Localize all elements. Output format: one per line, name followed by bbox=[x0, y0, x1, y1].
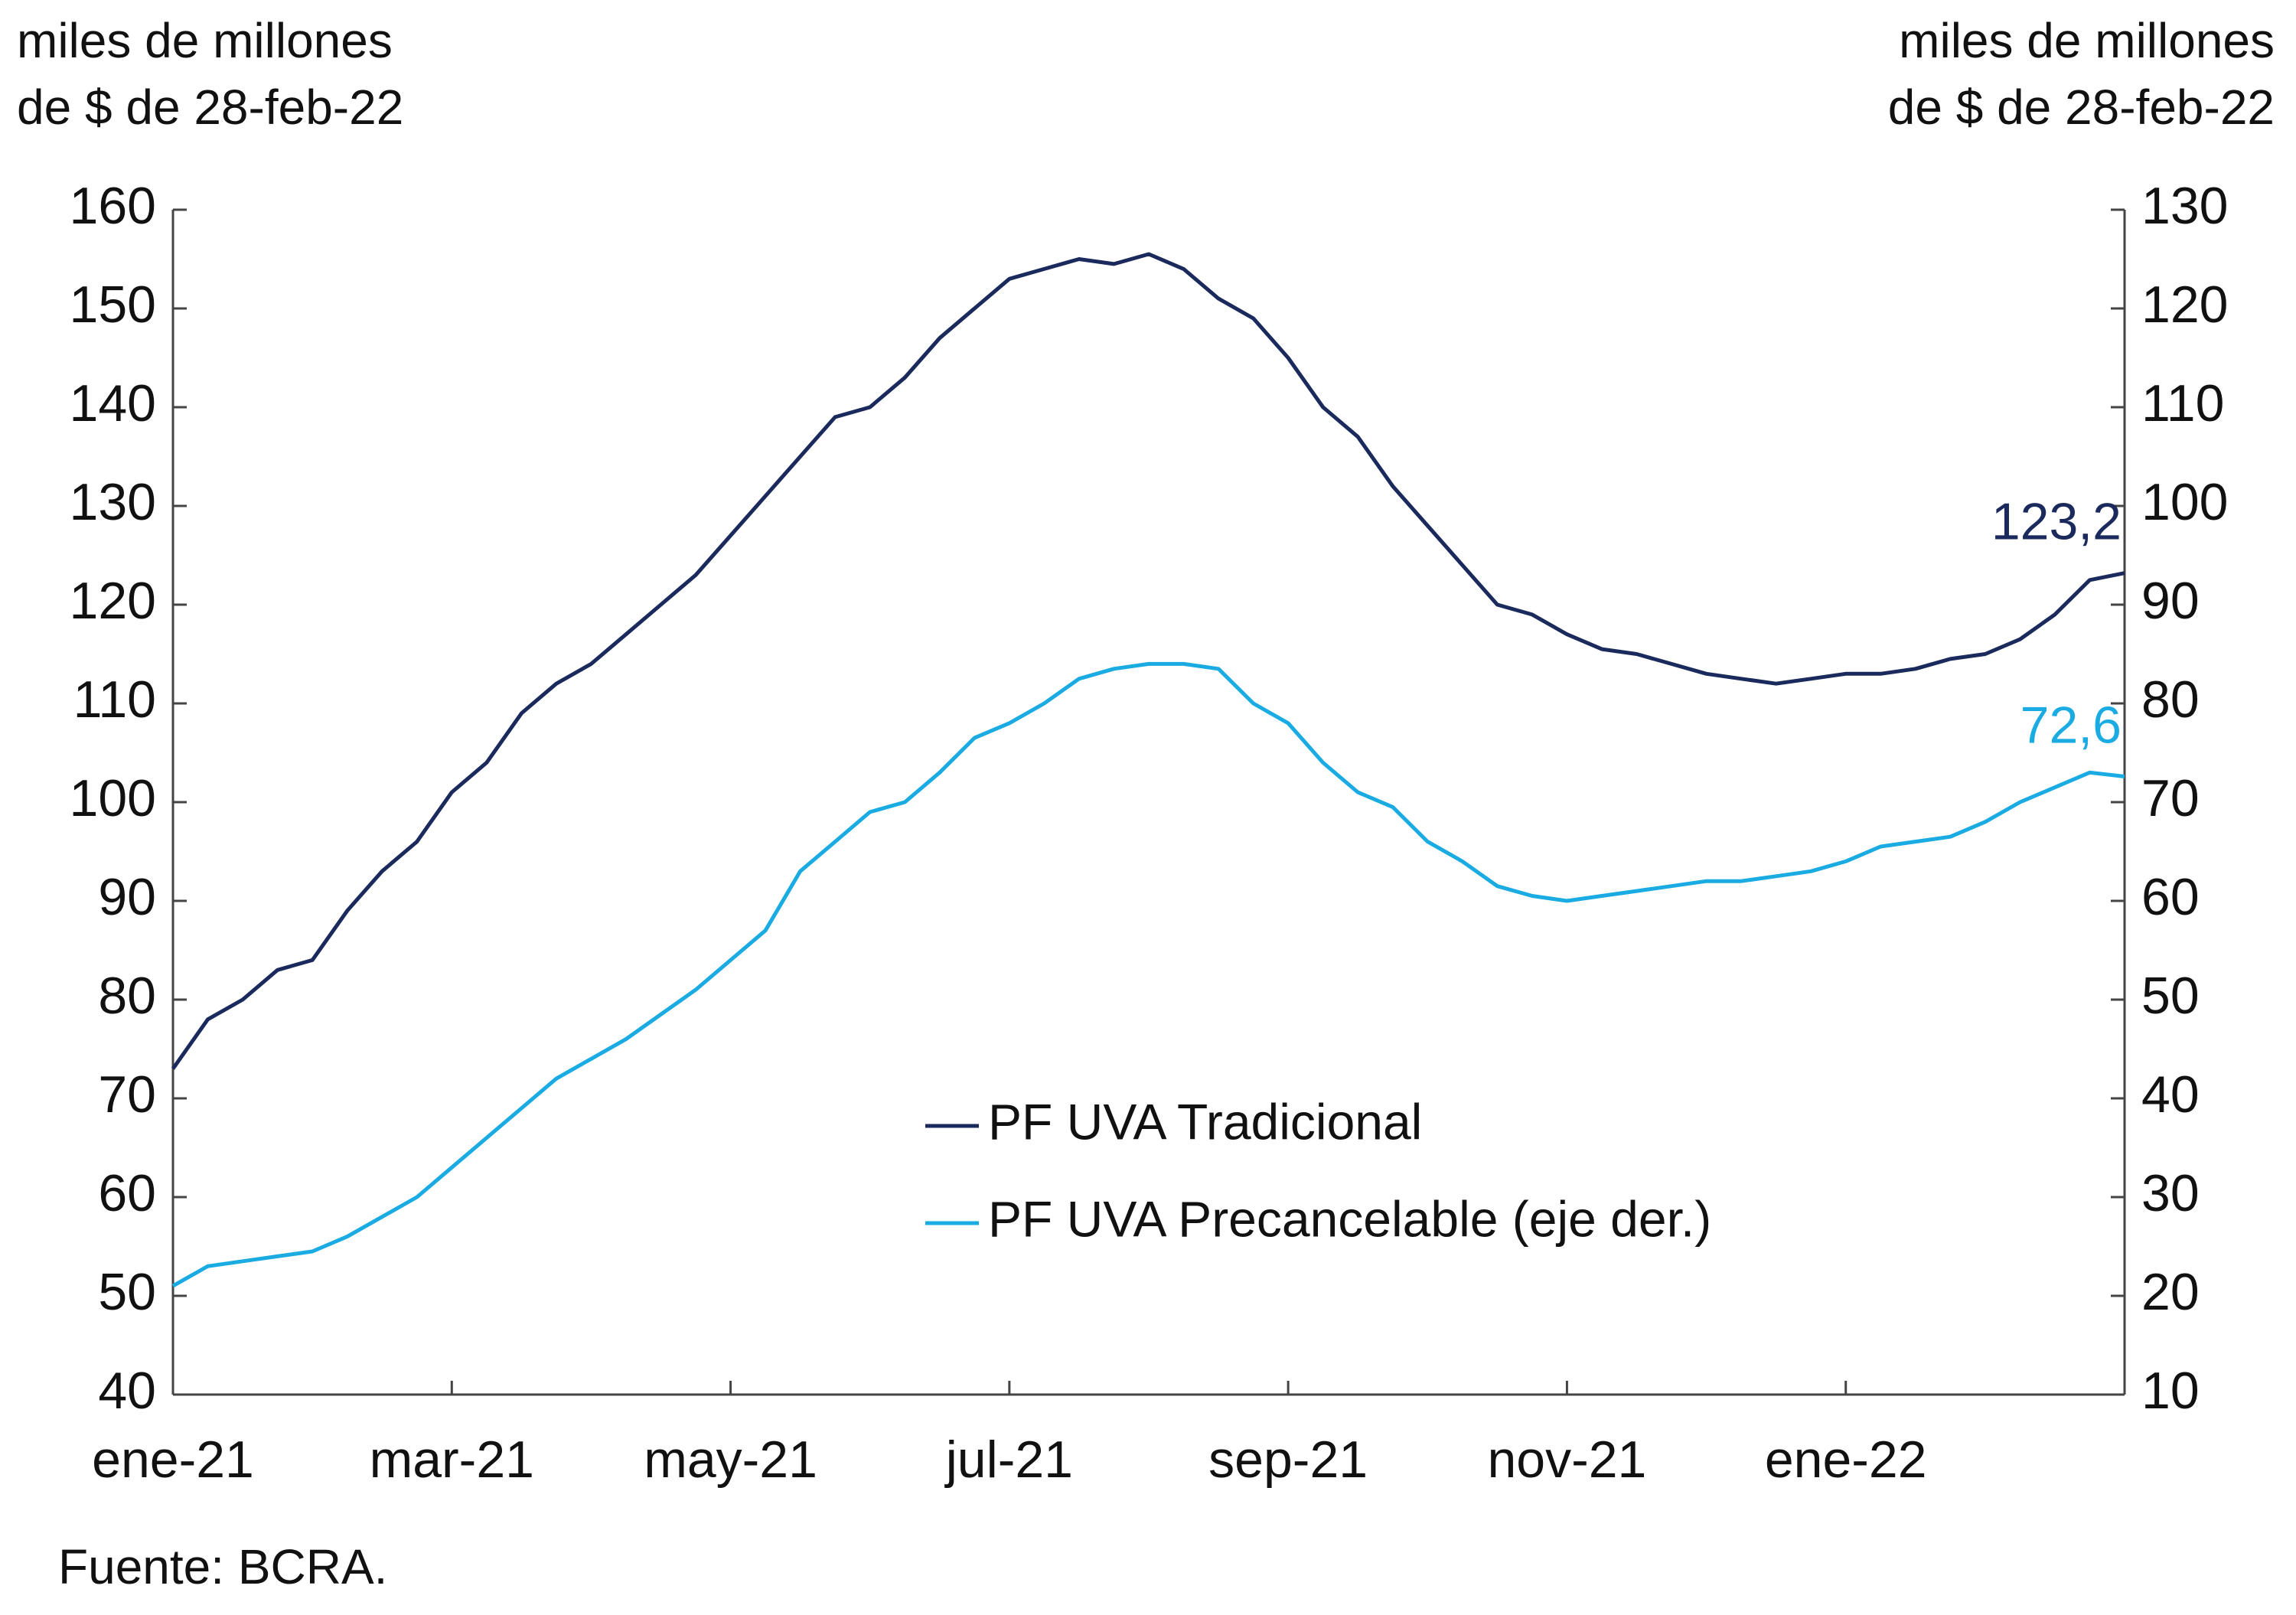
y2-axis-title-line: miles de millones bbox=[1899, 13, 2275, 68]
x-tick-label: ene-21 bbox=[92, 1431, 254, 1489]
y2-tick-label: 10 bbox=[2141, 1362, 2200, 1420]
y-tick-label: 130 bbox=[70, 473, 156, 531]
source-note: Fuente: BCRA. bbox=[58, 1539, 387, 1594]
y2-tick-label: 20 bbox=[2141, 1263, 2200, 1321]
y-tick-label: 70 bbox=[98, 1065, 156, 1124]
y-tick-label: 140 bbox=[70, 374, 156, 432]
y-tick-label: 80 bbox=[98, 967, 156, 1025]
end-value-label: 72,6 bbox=[2020, 696, 2122, 754]
legend-label: PF UVA Precancelable (eje der.) bbox=[988, 1190, 1711, 1247]
y-tick-label: 120 bbox=[70, 572, 156, 630]
y-tick-label: 50 bbox=[98, 1263, 156, 1321]
y-tick-label: 40 bbox=[98, 1362, 156, 1420]
y-tick-label: 110 bbox=[73, 670, 156, 729]
series-line bbox=[171, 661, 2125, 1288]
y2-tick-label: 90 bbox=[2141, 572, 2200, 630]
y-tick-label: 150 bbox=[70, 276, 156, 334]
y2-tick-label: 100 bbox=[2141, 473, 2228, 531]
y2-tick-label: 50 bbox=[2141, 967, 2200, 1025]
x-tick-label: ene-22 bbox=[1765, 1431, 1927, 1489]
y-tick-label: 60 bbox=[98, 1164, 156, 1222]
legend-label: PF UVA Tradicional bbox=[988, 1093, 1422, 1150]
y2-tick-label: 120 bbox=[2141, 276, 2228, 334]
x-tick-label: may-21 bbox=[644, 1431, 817, 1489]
series-line bbox=[171, 252, 2125, 1070]
y-axis-title-line: de $ de 28-feb-22 bbox=[17, 80, 403, 135]
y-axis-title-line: miles de millones bbox=[17, 13, 393, 68]
y2-tick-label: 30 bbox=[2141, 1164, 2200, 1222]
x-tick-label: sep-21 bbox=[1208, 1431, 1368, 1489]
end-value-label: 123,2 bbox=[1991, 493, 2122, 551]
y2-tick-label: 60 bbox=[2141, 868, 2200, 926]
y2-tick-label: 110 bbox=[2141, 374, 2224, 432]
y2-tick-label: 130 bbox=[2141, 177, 2228, 235]
y2-axis-title-line: de $ de 28-feb-22 bbox=[1888, 80, 2275, 135]
y2-tick-label: 40 bbox=[2141, 1065, 2200, 1124]
y-tick-label: 90 bbox=[98, 868, 156, 926]
y-tick-label: 160 bbox=[70, 177, 156, 235]
y2-tick-label: 70 bbox=[2141, 769, 2200, 827]
y-tick-label: 100 bbox=[70, 769, 156, 827]
x-tick-label: jul-21 bbox=[944, 1431, 1073, 1489]
x-tick-label: mar-21 bbox=[370, 1431, 534, 1489]
y2-tick-label: 80 bbox=[2141, 670, 2200, 729]
x-tick-label: nov-21 bbox=[1487, 1431, 1646, 1489]
